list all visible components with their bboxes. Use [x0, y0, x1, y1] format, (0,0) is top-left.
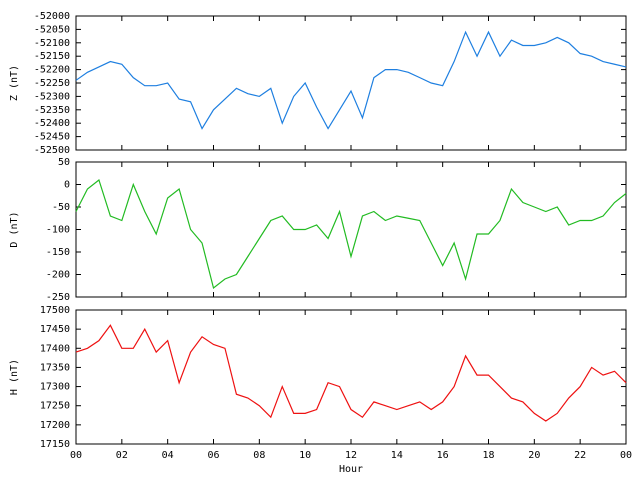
- x-tick-label: 14: [391, 450, 403, 461]
- y-tick-label: -100: [46, 225, 70, 236]
- data-line: [75, 324, 627, 422]
- x-tick-label: 10: [299, 450, 311, 461]
- plot-frame: [75, 309, 627, 445]
- y-axis-label: H (nT): [9, 359, 20, 395]
- data-line: [75, 178, 627, 290]
- x-tick-label: 12: [345, 450, 357, 461]
- x-tick-label: 16: [437, 450, 449, 461]
- y-tick-label: -52200: [34, 65, 70, 76]
- y-tick-label: -250: [46, 292, 70, 303]
- x-tick-label: 00: [620, 450, 632, 461]
- y-tick-label: 50: [58, 157, 70, 168]
- y-tick-label: 17150: [40, 439, 70, 450]
- y-axis-label: Z (nT): [9, 65, 20, 101]
- y-tick-label: -200: [46, 270, 70, 281]
- y-tick-label: -52350: [34, 105, 70, 116]
- x-tick-label: 02: [116, 450, 128, 461]
- y-tick-label: -52250: [34, 78, 70, 89]
- y-tick-label: -52150: [34, 51, 70, 62]
- y-tick-label: -50: [52, 202, 70, 213]
- x-tick-label: 06: [207, 450, 219, 461]
- y-tick-label: 17300: [40, 382, 70, 393]
- x-tick-label: 04: [162, 450, 174, 461]
- y-tick-label: -52300: [34, 91, 70, 102]
- y-tick-label: 17200: [40, 420, 70, 431]
- y-tick-label: 17350: [40, 362, 70, 373]
- x-tick-label: 00: [70, 450, 82, 461]
- y-tick-label: -52050: [34, 24, 70, 35]
- y-tick-label: 17450: [40, 324, 70, 335]
- x-tick-label: 22: [574, 450, 586, 461]
- y-tick-label: -52100: [34, 38, 70, 49]
- y-tick-label: -52500: [34, 145, 70, 156]
- y-tick-label: 17400: [40, 343, 70, 354]
- y-tick-label: 17500: [40, 305, 70, 316]
- y-tick-label: -52400: [34, 118, 70, 129]
- y-tick-label: -150: [46, 247, 70, 258]
- y-tick-label: 17250: [40, 401, 70, 412]
- x-tick-label: 18: [482, 450, 494, 461]
- plot-frame: [75, 15, 627, 151]
- x-tick-label: 20: [528, 450, 540, 461]
- y-tick-label: -52450: [34, 132, 70, 143]
- y-axis-label: D (nT): [9, 211, 20, 247]
- plot-frame: [75, 161, 627, 298]
- data-line: [75, 30, 627, 130]
- x-axis-label: Hour: [339, 464, 363, 475]
- x-tick-label: 08: [253, 450, 265, 461]
- y-tick-label: -52000: [34, 11, 70, 22]
- y-tick-label: 0: [64, 180, 70, 191]
